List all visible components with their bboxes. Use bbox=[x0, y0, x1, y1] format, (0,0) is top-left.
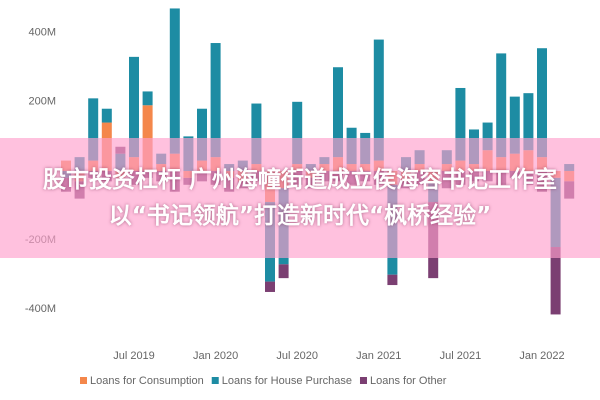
bar bbox=[169, 8, 180, 154]
x-tick-label: Jul 2021 bbox=[440, 350, 482, 362]
bar bbox=[373, 39, 384, 161]
bar bbox=[101, 108, 112, 123]
bar bbox=[509, 96, 520, 154]
legend-label: Loans for Consumption bbox=[90, 375, 204, 387]
bar bbox=[537, 48, 547, 158]
x-tick-label: Jul 2019 bbox=[113, 350, 155, 362]
banner-line: 以“书记领航”打造新时代“枫桥经验” bbox=[108, 203, 492, 229]
legend-swatch bbox=[80, 377, 87, 384]
legend-swatch bbox=[359, 377, 367, 384]
bar bbox=[455, 87, 466, 161]
legend-label: Loans for Other bbox=[370, 375, 447, 387]
bar bbox=[292, 101, 303, 165]
x-tick-label: Jan 2022 bbox=[519, 350, 564, 362]
banner: 股市投资杠杆 广州海幢街道成立侯海容书记工作室 以“书记领航”打造新时代“枫桥经… bbox=[0, 138, 600, 258]
bar bbox=[142, 91, 153, 106]
bar bbox=[210, 43, 221, 158]
y-tick-label: 200M bbox=[28, 96, 56, 108]
x-tick-label: Jul 2020 bbox=[276, 350, 318, 362]
bar bbox=[387, 274, 398, 286]
bar bbox=[278, 264, 289, 279]
bar bbox=[251, 103, 262, 165]
bar bbox=[88, 98, 99, 161]
banner-line: 股市投资杠杆 广州海幢街道成立侯海容书记工作室 bbox=[42, 167, 557, 193]
x-tick-label: Jan 2021 bbox=[356, 350, 401, 362]
y-tick-label: -400M bbox=[25, 303, 56, 315]
bar bbox=[550, 247, 561, 315]
legend-label: Loans for House Purchase bbox=[222, 375, 352, 387]
bar bbox=[129, 56, 139, 158]
legend-swatch bbox=[211, 377, 219, 384]
bar bbox=[496, 53, 507, 158]
bar bbox=[523, 93, 534, 151]
y-tick-label: 400M bbox=[28, 27, 56, 39]
bar bbox=[333, 67, 343, 158]
x-tick-label: Jan 2020 bbox=[193, 350, 238, 362]
bar bbox=[482, 122, 493, 151]
bar bbox=[265, 281, 275, 292]
bar bbox=[197, 108, 207, 161]
